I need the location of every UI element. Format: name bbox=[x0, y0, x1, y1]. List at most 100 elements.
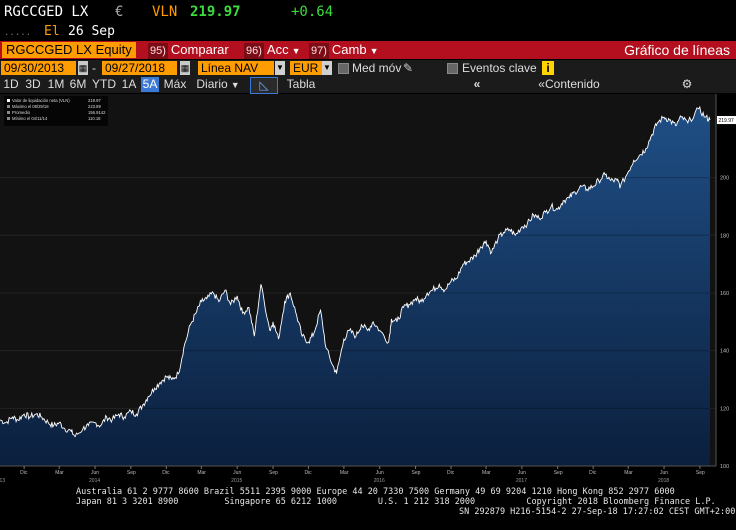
data-point bbox=[557, 209, 558, 210]
line-chart-icon[interactable]: ◺ bbox=[250, 77, 278, 94]
data-point bbox=[349, 330, 350, 331]
range-ytd-button[interactable]: YTD bbox=[92, 77, 116, 91]
range-5a-button[interactable]: 5A bbox=[141, 77, 159, 92]
change-number: 97) bbox=[309, 43, 329, 59]
data-point bbox=[248, 307, 249, 308]
data-point bbox=[475, 255, 476, 256]
collapse-left-icon[interactable]: « bbox=[473, 77, 481, 91]
data-point bbox=[450, 281, 451, 282]
range-1m-button[interactable]: 1M bbox=[47, 77, 65, 91]
data-point bbox=[325, 347, 326, 348]
info-icon[interactable]: i bbox=[542, 61, 554, 75]
data-point bbox=[681, 117, 682, 118]
settings-gear-icon[interactable]: ⚙ bbox=[681, 77, 693, 91]
security-field[interactable]: RGCCGED LX Equity bbox=[2, 42, 136, 58]
moving-avg-label: Med móv bbox=[352, 61, 402, 75]
data-point bbox=[533, 215, 534, 216]
x-tick-label: Mar bbox=[197, 470, 206, 476]
data-point bbox=[444, 290, 445, 291]
dropdown-arrow-icon[interactable]: ▼ bbox=[275, 61, 285, 75]
footer-phones-line: Australia 61 2 9777 8600 Brazil 5511 239… bbox=[76, 487, 675, 497]
data-point bbox=[598, 180, 599, 181]
y-tick-label: 160 bbox=[720, 291, 729, 297]
range-6m-button[interactable]: 6M bbox=[69, 77, 87, 91]
data-point bbox=[538, 217, 539, 218]
x-tick-label: Dic bbox=[589, 470, 597, 476]
legend-value: 110.18 bbox=[88, 116, 101, 121]
x-year-label: 2014 bbox=[89, 478, 100, 484]
data-point bbox=[698, 108, 699, 109]
data-point bbox=[269, 330, 270, 331]
last-value-label: 219.97 bbox=[719, 118, 735, 124]
data-point bbox=[675, 125, 676, 126]
data-point bbox=[112, 419, 113, 420]
frequency-select[interactable]: Diario ▼ bbox=[193, 77, 243, 92]
dropdown-arrow-icon[interactable]: ▼ bbox=[322, 61, 332, 75]
x-tick-label: Jun bbox=[518, 470, 526, 476]
x-year-label: 2013 bbox=[0, 478, 5, 484]
data-point bbox=[420, 301, 421, 302]
start-date-field[interactable]: 09/30/2013 bbox=[1, 61, 76, 75]
line-type-select[interactable]: Línea NAV bbox=[198, 61, 274, 75]
events-checkbox[interactable] bbox=[447, 63, 458, 74]
data-point bbox=[569, 197, 570, 198]
compare-number: 95) bbox=[148, 43, 168, 59]
data-point bbox=[130, 411, 131, 412]
data-point bbox=[651, 134, 652, 135]
range-1d-button[interactable]: 1D bbox=[3, 77, 19, 91]
legend-swatch bbox=[7, 111, 10, 114]
data-point bbox=[551, 206, 552, 207]
data-point bbox=[563, 200, 564, 201]
range-max-button[interactable]: Máx bbox=[163, 77, 187, 91]
data-point bbox=[272, 321, 273, 322]
data-point bbox=[284, 301, 285, 302]
dash-icon: ..... bbox=[4, 28, 32, 38]
actions-button[interactable]: 96) Acc ▼ bbox=[244, 42, 301, 59]
legend-swatch bbox=[7, 99, 10, 102]
legend-swatch bbox=[7, 117, 10, 120]
last-value-tag bbox=[717, 116, 736, 125]
pencil-icon[interactable]: ✎ bbox=[403, 61, 414, 75]
currency-select[interactable]: EUR bbox=[290, 61, 322, 75]
calendar-icon[interactable]: ▦ bbox=[78, 61, 88, 75]
data-point bbox=[5, 422, 6, 423]
data-point bbox=[225, 290, 226, 291]
actions-label: Acc bbox=[266, 42, 289, 57]
x-tick-label: Dic bbox=[304, 470, 312, 476]
data-point bbox=[29, 416, 30, 417]
content-button[interactable]: «Contenido bbox=[534, 77, 604, 92]
x-tick-label: Sep bbox=[269, 470, 278, 476]
data-point bbox=[71, 431, 72, 432]
data-point bbox=[463, 264, 464, 265]
range-3d-button[interactable]: 3D bbox=[25, 77, 41, 91]
moving-avg-checkbox[interactable] bbox=[338, 63, 349, 74]
price-chart[interactable]: 100 120 140 160 180 200 219.97 Dic Mar Jun Sep Dic M… bbox=[0, 94, 736, 486]
data-point bbox=[486, 241, 487, 242]
calendar-icon[interactable]: ▦ bbox=[180, 61, 190, 75]
data-point bbox=[432, 290, 433, 291]
footer-session-line: SN 292879 H216-5154-2 27-Sep-18 17:27:02… bbox=[459, 507, 736, 517]
data-point bbox=[645, 148, 646, 149]
date-prefix: El bbox=[44, 24, 60, 39]
data-point bbox=[468, 261, 469, 262]
range-1a-button[interactable]: 1A bbox=[121, 77, 137, 91]
data-point bbox=[574, 191, 575, 192]
compare-button[interactable]: 95) Comparar bbox=[148, 42, 229, 59]
data-point bbox=[82, 428, 83, 429]
chart-svg[interactable]: 100 120 140 160 180 200 219.97 Dic Mar Jun Sep Dic M… bbox=[0, 94, 736, 486]
range-toolbar: 1D 3D 1M 6M YTD 1A 5A Máx Diario ▼ ◺ Tabl… bbox=[0, 76, 736, 94]
table-button[interactable]: Tabla bbox=[286, 77, 316, 91]
change-button[interactable]: 97) Camb ▼ bbox=[309, 42, 379, 59]
legend-label: Máximo el 08/29/18 bbox=[12, 104, 49, 109]
caret-down-icon: ▼ bbox=[369, 46, 379, 56]
data-point bbox=[439, 284, 440, 285]
data-point bbox=[427, 292, 428, 293]
data-point bbox=[12, 416, 13, 417]
x-year-label: 2018 bbox=[658, 478, 669, 484]
end-date-field[interactable]: 09/27/2018 bbox=[102, 61, 177, 75]
data-point bbox=[355, 336, 356, 337]
price-change: +0.64 bbox=[291, 4, 334, 20]
x-tick-label: Dic bbox=[20, 470, 28, 476]
x-tick-label: Sep bbox=[696, 470, 705, 476]
data-point bbox=[396, 321, 397, 322]
